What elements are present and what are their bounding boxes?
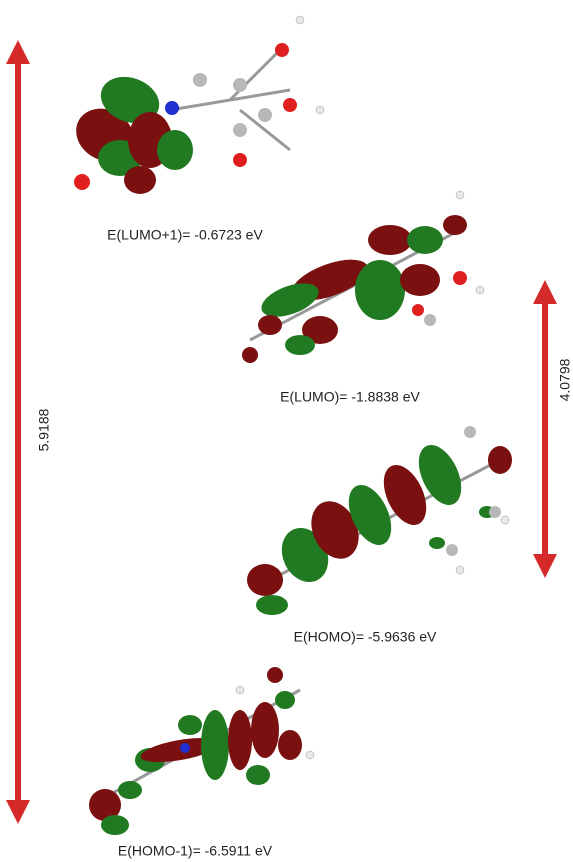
- orbital-label: E(HOMO-1)= -6.5911 eV: [118, 843, 273, 859]
- orbital-label: E(HOMO)= -5.9636 eV: [294, 629, 437, 645]
- diagram: 5.9188 4.0798 E(LUMO+1)= -0.6723 eV E(LU…: [0, 0, 573, 862]
- orbital-label: E(LUMO)= -1.8838 eV: [280, 389, 420, 405]
- orbital-lumo: [242, 191, 484, 363]
- gap-label: 4.0798: [557, 358, 573, 401]
- orbital-homo-minus-1: [89, 667, 314, 835]
- orbital-lumo-plus-1: [67, 16, 324, 194]
- gap-label: 5.9188: [36, 408, 52, 451]
- orbital-homo: [247, 426, 512, 615]
- orbital-label: E(LUMO+1)= -0.6723 eV: [107, 227, 263, 243]
